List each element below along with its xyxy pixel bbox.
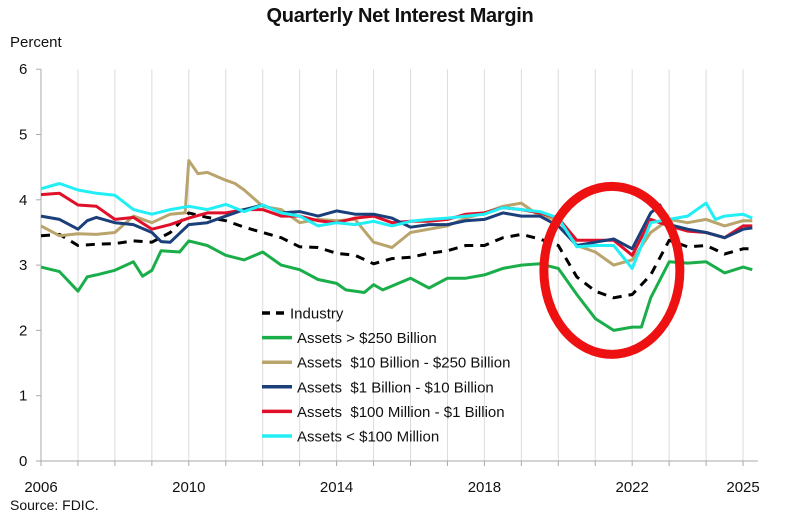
y-tick-label: 6 (19, 61, 27, 78)
legend-label: Assets $1 Billion - $10 Billion (297, 379, 494, 396)
x-tick-label: 2025 (726, 479, 759, 496)
y-tick-label: 1 (19, 388, 27, 405)
x-tick-label: 2022 (616, 479, 649, 496)
legend-label: Assets $10 Billion - $250 Billion (297, 355, 510, 372)
axes: 0 1 2 3 4 5 6 2006 2010 2014 2018 2022 2025 (19, 61, 760, 496)
legend-label: Assets < $100 Million (297, 429, 439, 446)
x-tick-label: 2014 (320, 479, 353, 496)
series-line-3 (40, 203, 753, 251)
legend: Industry Assets > $250 Billion Assets $10 … (262, 306, 510, 446)
y-tick-label: 4 (19, 192, 27, 209)
y-tick-label: 2 (19, 322, 27, 339)
highlight-circle (539, 181, 685, 359)
x-tick-label: 2018 (468, 479, 501, 496)
series-line-5 (40, 182, 753, 270)
legend-label: Assets > $250 Billion (297, 330, 437, 347)
y-tick-label: 3 (19, 257, 27, 274)
gridlines (77, 69, 744, 461)
x-tick-label: 2006 (24, 479, 57, 496)
series-line-1 (40, 239, 753, 332)
y-axis-label: Percent (10, 34, 62, 51)
series-line-2 (40, 159, 753, 267)
series-line-0 (40, 211, 753, 300)
annotation (539, 181, 685, 359)
series-lines (40, 159, 753, 332)
x-tick-label: 2010 (172, 479, 205, 496)
legend-label: Assets $100 Million - $1 Billion (297, 404, 505, 421)
y-tick-label: 5 (19, 127, 27, 144)
legend-label: Industry (290, 306, 344, 323)
y-tick-label: 0 (19, 453, 27, 470)
source-note: Source: FDIC. (10, 497, 99, 513)
chart-title: Quarterly Net Interest Margin (266, 5, 534, 27)
